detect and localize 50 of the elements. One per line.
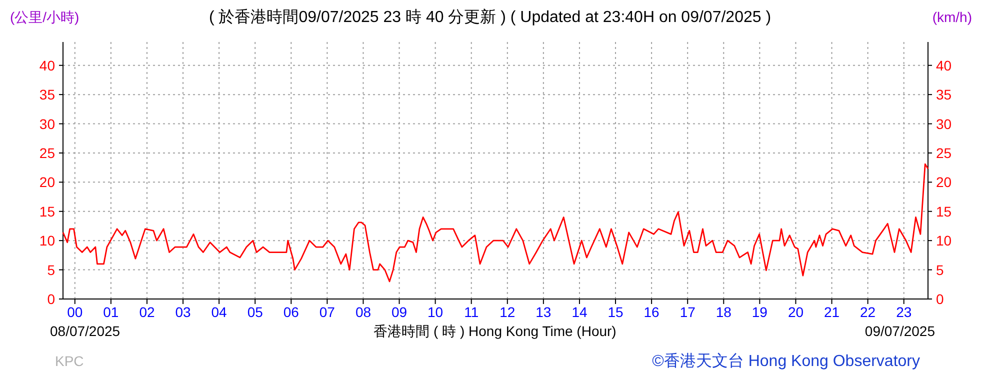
y-tick-label: 30	[39, 116, 56, 132]
x-tick-label: 05	[247, 304, 264, 320]
x-tick-label: 06	[283, 304, 300, 320]
y-tick-label: 5	[47, 262, 56, 278]
y2-tick-label: 35	[936, 86, 952, 103]
x-tick-label: 11	[464, 304, 479, 320]
y-tick-label: 15	[39, 203, 56, 220]
chart-title: ( 於香港時間09/07/2025 23 時 40 分更新 ) ( Updated at 23:40H on 09/07/2025 )	[208, 8, 772, 26]
y2-tick-label: 15	[936, 203, 952, 220]
y-tick-label: 20	[39, 174, 56, 190]
x-tick-label: 23	[896, 304, 912, 320]
y2-tick-label: 40	[936, 57, 952, 74]
x-tick-label: 21	[824, 304, 840, 320]
x-tick-label: 12	[500, 304, 516, 320]
y-tick-label: 35	[39, 86, 56, 103]
x-tick-label: 00	[67, 304, 83, 320]
x-tick-label: 13	[536, 304, 552, 320]
x-tick-label: 04	[211, 304, 228, 320]
x-tick-label: 02	[139, 304, 155, 320]
y2-tick-label: 20	[936, 174, 952, 190]
x-tick-label: 09	[391, 304, 408, 320]
x-tick-label: 18	[716, 304, 732, 320]
text: 09/07/2025	[864, 323, 936, 339]
y-axis-title: (公里/小時)	[10, 9, 80, 25]
y-tick-label: 25	[39, 144, 56, 161]
y2-tick-label: 5	[936, 262, 944, 278]
x-tick-label: 01	[103, 304, 119, 320]
x-tick-label: 20	[788, 304, 804, 320]
text: KPC	[55, 353, 84, 369]
x-tick-label: 17	[680, 304, 696, 320]
x-axis-title: 香港時間 ( 時 ) Hong Kong Time (Hour)	[374, 323, 616, 339]
x-tick-label: 15	[608, 304, 624, 320]
text: ©香港天文台 Hong Kong Observatory	[652, 352, 920, 370]
y2-tick-label: 25	[936, 144, 952, 161]
x-tick-label: 22	[860, 304, 876, 320]
x-tick-label: 10	[428, 304, 444, 320]
y-tick-label: 10	[39, 232, 56, 249]
x-tick-label: 07	[319, 304, 336, 320]
x-tick-label: 14	[572, 304, 588, 320]
x-tick-label: 19	[752, 304, 768, 320]
y2-axis-title: (km/h)	[932, 9, 972, 25]
x-tick-label: 03	[175, 304, 192, 320]
y2-tick-label: 10	[936, 232, 952, 249]
y-tick-label: 0	[47, 291, 56, 307]
x-tick-label: 16	[644, 304, 660, 320]
y2-tick-label: 0	[936, 291, 944, 307]
text: 08/07/2025	[50, 323, 120, 339]
y-tick-label: 40	[39, 57, 56, 74]
y2-tick-label: 30	[936, 116, 952, 132]
x-tick-label: 08	[355, 304, 372, 320]
